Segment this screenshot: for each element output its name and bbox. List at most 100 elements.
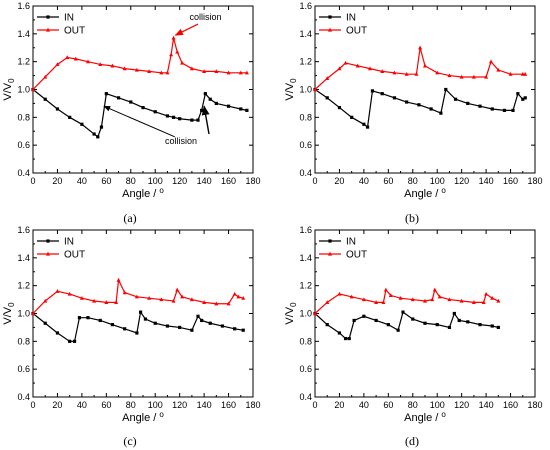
chart-panel-3: 0 20 40 60 80 100 120 140 160 180 0.4 0.6 0.8 1.0 1.2 1… xyxy=(2,225,261,448)
data-point-out xyxy=(325,300,330,304)
data-point-out xyxy=(86,59,90,64)
data-point-in xyxy=(208,321,212,325)
data-point-out xyxy=(325,76,330,80)
data-point-in xyxy=(523,96,527,100)
data-point-out xyxy=(226,301,231,306)
y-tick-label: 1.6 xyxy=(17,225,30,235)
data-point-out xyxy=(355,63,360,68)
data-point-out xyxy=(189,66,194,71)
data-point-out xyxy=(368,66,372,71)
x-tick-label: 140 xyxy=(479,176,494,186)
x-axis-title: Angle / o xyxy=(122,186,164,200)
data-point-in xyxy=(502,108,507,112)
x-tick-label: 20 xyxy=(334,176,344,186)
data-point-in xyxy=(405,100,409,104)
x-tick-label: 180 xyxy=(527,400,542,410)
data-point-in xyxy=(135,331,139,335)
data-point-out xyxy=(134,294,139,299)
data-point-out xyxy=(471,74,476,79)
data-point-out xyxy=(122,66,127,71)
data-point-out xyxy=(380,69,385,74)
legend-marker-in xyxy=(328,15,332,19)
data-point-in xyxy=(226,104,231,108)
data-point-in xyxy=(396,328,400,332)
data-point-in xyxy=(417,103,421,107)
y-tick-label: 1.6 xyxy=(299,1,312,11)
data-point-out xyxy=(423,298,427,303)
data-point-in xyxy=(466,101,470,106)
data-point-out xyxy=(232,291,237,296)
x-tick-label: 20 xyxy=(334,400,344,410)
data-point-out xyxy=(244,70,249,75)
data-point-in xyxy=(392,96,397,100)
data-point-in xyxy=(165,114,170,118)
data-point-in xyxy=(86,316,90,320)
data-point-in xyxy=(208,97,212,101)
data-point-in xyxy=(55,331,60,335)
data-point-out xyxy=(189,297,194,302)
data-point-in xyxy=(386,323,390,327)
y-tick-label: 0.6 xyxy=(17,140,30,150)
y-tick-label: 0.8 xyxy=(17,112,30,122)
panel-label: (c) xyxy=(123,434,136,448)
x-tick-label: 120 xyxy=(172,400,187,410)
data-point-out xyxy=(241,295,246,300)
data-point-in xyxy=(429,107,433,111)
y-axis-title-subscript: 0 xyxy=(7,78,16,83)
y-tick-label: 1.2 xyxy=(17,57,30,67)
data-point-in xyxy=(478,323,482,327)
data-point-in xyxy=(43,321,47,325)
data-point-in xyxy=(190,118,194,122)
data-point-in xyxy=(68,115,72,119)
data-point-out xyxy=(388,293,393,298)
data-point-out xyxy=(169,52,174,57)
data-point-in xyxy=(123,327,127,331)
data-point-out xyxy=(43,74,48,79)
series-line-in xyxy=(32,89,248,138)
y-axis-title-subscript: 0 xyxy=(7,302,16,307)
y-tick-label: 0.8 xyxy=(299,112,312,122)
x-tick-label: 40 xyxy=(77,176,87,186)
data-point-in xyxy=(439,111,443,115)
x-tick-label: 60 xyxy=(383,176,393,186)
x-tick-label: 100 xyxy=(430,176,445,186)
data-point-in xyxy=(241,328,245,332)
data-point-out xyxy=(147,69,152,74)
data-point-out xyxy=(447,73,452,78)
series-line-out xyxy=(314,288,499,314)
x-axis-title-unit: o xyxy=(441,410,446,419)
x-tick-label: 100 xyxy=(148,400,163,410)
x-tick-label: 180 xyxy=(245,400,260,410)
data-point-out xyxy=(65,55,70,60)
data-point-in xyxy=(245,108,249,112)
data-point-out xyxy=(447,297,452,302)
data-point-out xyxy=(398,295,403,300)
x-tick-label: 80 xyxy=(126,176,136,186)
y-tick-label: 0.8 xyxy=(299,336,312,346)
x-tick-label: 140 xyxy=(479,400,494,410)
data-point-out xyxy=(226,70,231,75)
data-point-out xyxy=(349,294,354,299)
chart-panel-4: 0 20 40 60 80 100 120 140 160 180 0.4 0.6 0.8 1.0 1.2 1… xyxy=(284,225,543,448)
y-tick-label: 0.8 xyxy=(17,336,30,346)
y-tick-label: 1.0 xyxy=(299,309,312,319)
y-tick-label: 0.4 xyxy=(299,168,312,178)
y-tick-label: 1.2 xyxy=(17,281,30,291)
x-tick-label: 100 xyxy=(148,176,163,186)
data-point-in xyxy=(110,323,115,327)
x-tick-label: 80 xyxy=(408,400,418,410)
data-point-in xyxy=(55,107,60,111)
x-tick-label: 60 xyxy=(101,400,111,410)
data-point-out xyxy=(171,35,176,40)
legend-label-in: IN xyxy=(346,13,356,24)
data-point-out xyxy=(147,295,152,300)
data-point-in xyxy=(99,125,104,129)
data-point-in xyxy=(220,324,225,328)
data-point-in xyxy=(214,101,218,106)
data-point-in xyxy=(352,318,356,323)
y-tick-label: 1.6 xyxy=(299,225,312,235)
y-tick-label: 1.0 xyxy=(299,85,312,95)
data-point-in xyxy=(80,122,84,126)
data-point-in xyxy=(143,317,148,321)
data-point-in xyxy=(423,321,427,325)
